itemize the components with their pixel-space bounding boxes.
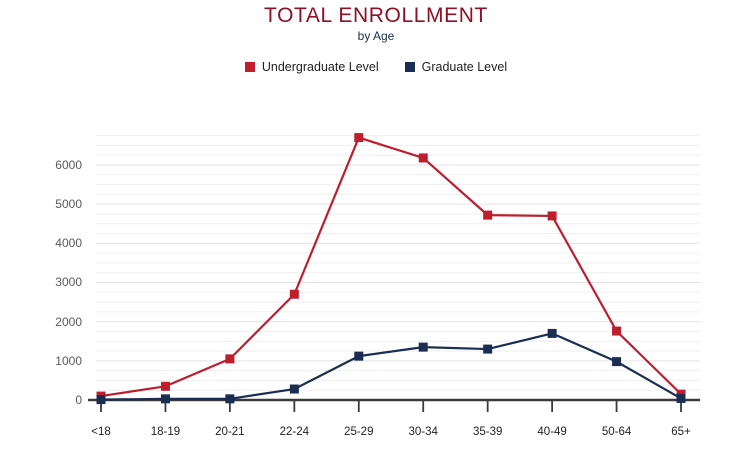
legend-swatch-icon [404,62,415,72]
x-axis-tick-label: 22-24 [279,426,310,438]
y-axis-tick-label: 1000 [55,353,82,368]
y-axis-tick-label: 6000 [55,157,82,172]
x-axis-tick-label: <18 [91,426,111,438]
x-axis-tick-label: 65+ [671,426,691,438]
chart-legend: Undergraduate Level Graduate Level [0,60,752,74]
x-axis-tick-label: 25-29 [344,426,374,438]
y-axis-tick-label: 3000 [55,275,82,290]
y-axis-labels: 0 1000 2000 3000 4000 5000 6000 [36,0,82,452]
x-axis-tick-label: 20-21 [215,426,245,438]
legend-label: Graduate Level [421,60,508,74]
series-markers [96,133,686,405]
x-axis-tick-label: 35-39 [472,426,503,438]
x-axis-tick-label: 40-49 [537,426,567,438]
y-axis-tick-label: 5000 [55,197,82,212]
y-axis-tick-label: 4000 [55,236,82,251]
y-axis-tick-label: 2000 [55,314,82,329]
chart-subtitle: by Age [357,29,395,43]
legend-label: Undergraduate Level [261,60,379,74]
x-axis-tick-label: 18-19 [150,426,181,438]
y-axis-tick-label: 0 [75,393,82,407]
legend-item-graduate[interactable]: Graduate Level [404,60,508,74]
chart-title: TOTAL ENROLLMENT [264,4,488,27]
x-axis-tick-label: 30-34 [408,426,438,438]
series-lines [99,136,683,401]
x-axis-tick-label: 50-64 [601,426,632,438]
legend-item-undergraduate[interactable]: Undergraduate Level [244,60,379,74]
gridlines [96,135,700,391]
legend-swatch-icon [244,62,255,72]
